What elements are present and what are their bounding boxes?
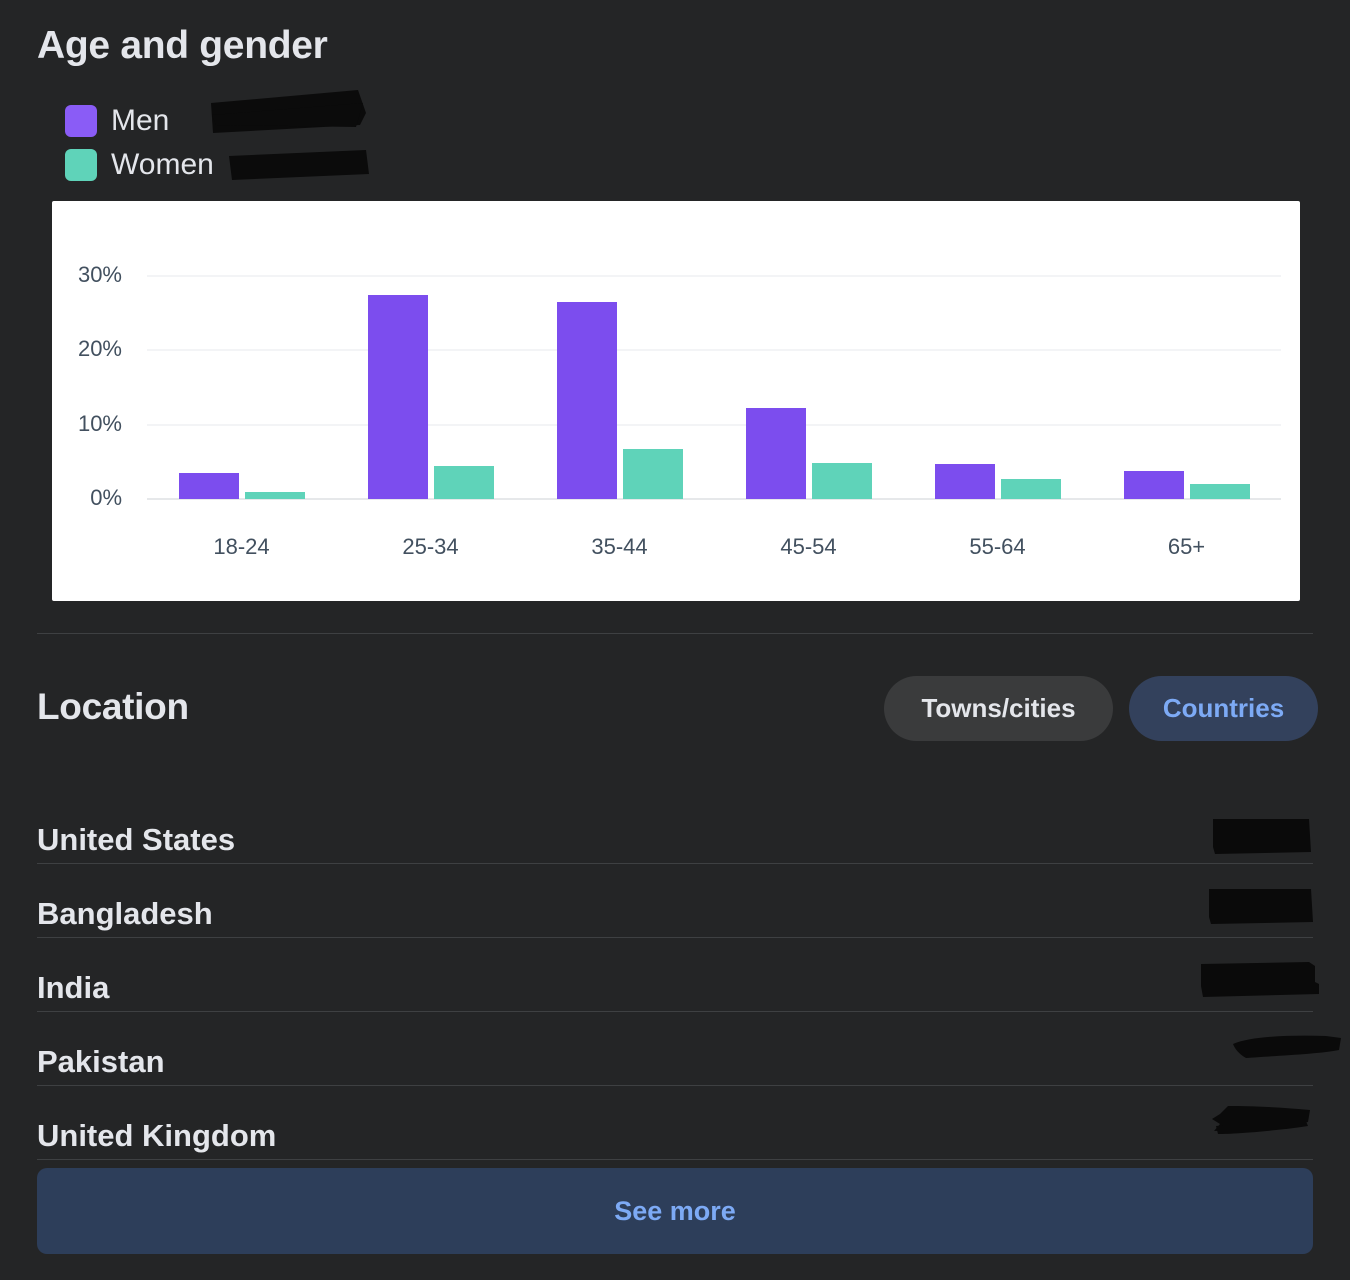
svg-text:0%: 0% [90,485,122,510]
svg-text:30%: 30% [78,262,122,287]
svg-text:10%: 10% [78,411,122,436]
svg-text:20%: 20% [78,336,122,361]
